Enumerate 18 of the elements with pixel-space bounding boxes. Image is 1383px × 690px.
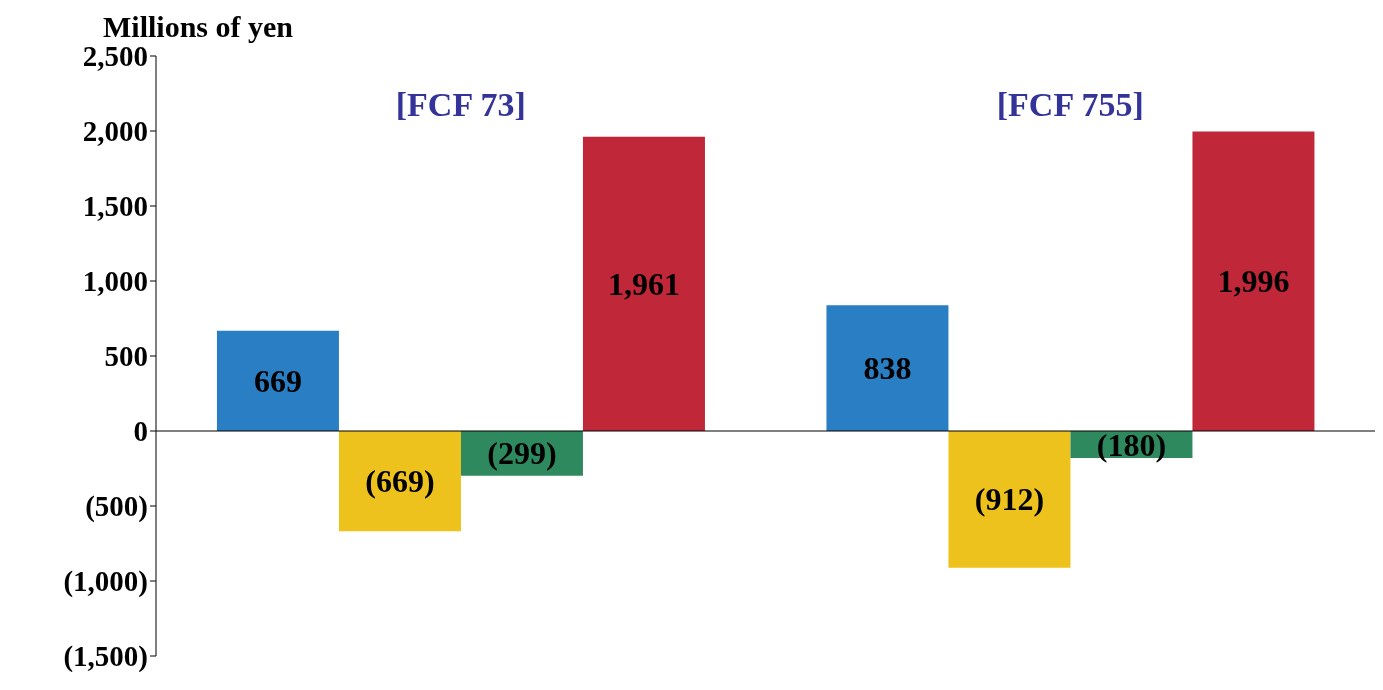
y-tick-label: (1,000) (63, 565, 148, 599)
data-label: 838 (863, 350, 912, 387)
data-label: (299) (487, 435, 557, 472)
data-label: 669 (253, 362, 302, 399)
y-tick-label: 0 (133, 415, 148, 448)
data-label: 1,961 (607, 265, 680, 302)
y-tick-label: 1,000 (82, 265, 148, 298)
y-tick-label: 2,000 (82, 115, 148, 148)
data-label: (912) (974, 481, 1045, 518)
annotation: [FCF 73] (394, 86, 527, 124)
data-label: (180) (1096, 426, 1167, 463)
y-tick-label: 500 (104, 340, 148, 373)
y-tick-label: (500) (85, 490, 148, 524)
data-label: (669) (365, 463, 435, 500)
y-tick-label: 1,500 (82, 190, 148, 223)
data-label: 1,996 (1217, 263, 1290, 300)
y-tick-label: (1,500) (63, 640, 148, 674)
annotation: [FCF 755] (995, 86, 1145, 124)
